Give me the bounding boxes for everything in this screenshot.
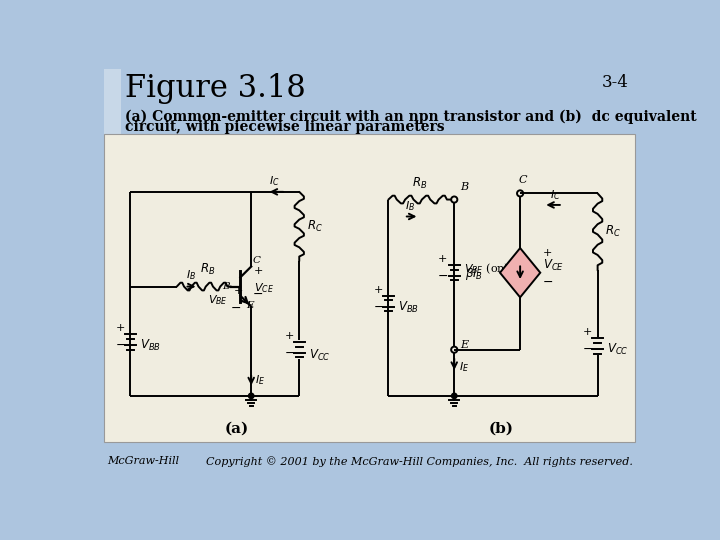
Text: $V_{BB}$: $V_{BB}$ xyxy=(398,300,419,315)
Text: $-$: $-$ xyxy=(114,338,126,351)
Text: 3-4: 3-4 xyxy=(602,74,629,91)
Text: (b): (b) xyxy=(488,422,513,436)
Text: $I_B$: $I_B$ xyxy=(405,199,415,213)
Text: $-$: $-$ xyxy=(373,300,384,313)
Text: E: E xyxy=(461,340,469,350)
Circle shape xyxy=(451,393,457,399)
Text: Figure 3.18: Figure 3.18 xyxy=(125,72,305,104)
Text: McGraw-Hill: McGraw-Hill xyxy=(107,456,179,466)
Text: $+$: $+$ xyxy=(253,265,263,276)
Text: $R_B$: $R_B$ xyxy=(200,262,215,277)
Text: $+$: $+$ xyxy=(233,285,243,296)
Text: $-$: $-$ xyxy=(284,346,295,359)
Text: $+$: $+$ xyxy=(542,247,552,258)
Text: $V_{CE}$: $V_{CE}$ xyxy=(544,258,564,273)
Text: $R_C$: $R_C$ xyxy=(307,219,323,234)
Text: $V_{BB}$: $V_{BB}$ xyxy=(140,338,161,353)
Text: $R_C$: $R_C$ xyxy=(606,224,621,239)
Text: circuit, with piecewise linear parameters: circuit, with piecewise linear parameter… xyxy=(125,120,444,134)
Text: $+$: $+$ xyxy=(373,284,383,295)
Text: $I_B$: $I_B$ xyxy=(186,268,196,282)
Text: $V_{CC}$: $V_{CC}$ xyxy=(309,348,330,363)
Text: $-$: $-$ xyxy=(582,342,593,355)
FancyBboxPatch shape xyxy=(104,69,121,138)
Text: $R_B$: $R_B$ xyxy=(412,176,428,191)
Text: (a): (a) xyxy=(225,422,249,436)
Text: $V_{BE}$: $V_{BE}$ xyxy=(208,294,228,307)
Text: $-$: $-$ xyxy=(437,269,449,282)
Text: C: C xyxy=(253,256,261,266)
FancyBboxPatch shape xyxy=(104,134,635,442)
Text: $+$: $+$ xyxy=(582,326,593,337)
Text: $\beta I_B$: $\beta I_B$ xyxy=(465,266,483,281)
Text: C: C xyxy=(518,174,527,185)
Text: $I_E$: $I_E$ xyxy=(459,360,469,374)
Text: $+$: $+$ xyxy=(437,253,447,264)
Polygon shape xyxy=(500,248,540,298)
Text: $V_{CC}$: $V_{CC}$ xyxy=(607,342,629,357)
Text: E: E xyxy=(246,301,254,310)
Text: $I_C$: $I_C$ xyxy=(269,174,280,188)
Text: $I_E$: $I_E$ xyxy=(255,374,265,387)
Text: $+$: $+$ xyxy=(284,330,294,341)
Text: B: B xyxy=(222,282,230,291)
Text: (a) Common-emitter circuit with an npn transistor and (b)  dc equivalent: (a) Common-emitter circuit with an npn t… xyxy=(125,110,696,124)
Text: Copyright © 2001 by the McGraw-Hill Companies, Inc.  All rights reserved.: Copyright © 2001 by the McGraw-Hill Comp… xyxy=(206,456,632,467)
Text: B: B xyxy=(461,183,469,192)
Text: $I_C$: $I_C$ xyxy=(550,188,561,202)
Text: $V_{BE}$ (on): $V_{BE}$ (on) xyxy=(464,261,509,276)
Text: $V_{CE}$: $V_{CE}$ xyxy=(254,281,274,295)
Text: $-$: $-$ xyxy=(230,301,240,314)
Circle shape xyxy=(248,393,254,399)
Text: $-$: $-$ xyxy=(252,287,263,300)
Text: $-$: $-$ xyxy=(542,275,553,288)
Text: $+$: $+$ xyxy=(114,322,125,333)
